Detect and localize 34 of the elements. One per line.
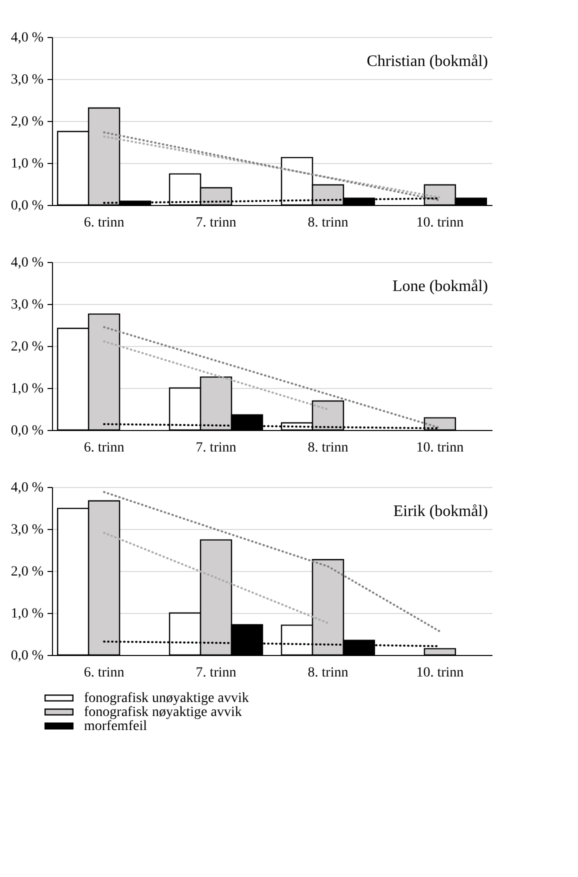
x-tick-label: 8. trinn [308,666,348,680]
x-tick-label: 10. trinn [416,216,464,230]
x-tick-label: 6. trinn [84,666,124,680]
y-tick-label: 0,0 % [10,648,44,664]
text: Christian (bokmål) [366,53,488,70]
y-tick-label: 4,0 % [10,480,44,496]
y-tick-label: 3,0 % [10,72,44,88]
legend-label: fonografisk nøyaktige avvik [84,705,242,720]
y-tick-label: 2,0 % [10,114,44,130]
y-tick-label: 2,0 % [10,564,44,580]
x-tick-label: 10. trinn [416,440,464,456]
y-tick-label: 1,0 % [10,156,44,172]
x-tick-label: 8. trinn [308,216,348,230]
x-tick-label: 10. trinn [416,666,464,680]
x-tick-label: 8. trinn [308,440,348,456]
y-tick-label: 2,0 % [10,340,44,354]
y-tick-label: 4,0 % [10,30,44,46]
y-tick-label: 4,0 % [10,256,44,270]
y-tick-label: 1,0 % [10,382,44,396]
x-tick-label: 7. trinn [196,666,236,680]
y-tick-label: 1,0 % [10,606,44,622]
x-tick-label: 6. trinn [84,216,124,230]
y-tick-label: 3,0 % [10,298,44,312]
y-tick-label: 3,0 % [10,522,44,538]
y-tick-label: 0,0 % [10,198,44,214]
text: Lone (bokmål) [392,278,488,295]
text: Eirik (bokmål) [393,503,488,520]
y-tick-label: 0,0 % [10,424,44,438]
line-series [103,326,441,429]
x-tick-label: 6. trinn [84,440,124,456]
legend-label: fonografisk unøyaktige avvik [84,691,249,706]
x-tick-label: 7. trinn [196,440,236,456]
x-tick-label: 7. trinn [196,216,236,230]
legend-label: morfemfeil [84,719,148,734]
